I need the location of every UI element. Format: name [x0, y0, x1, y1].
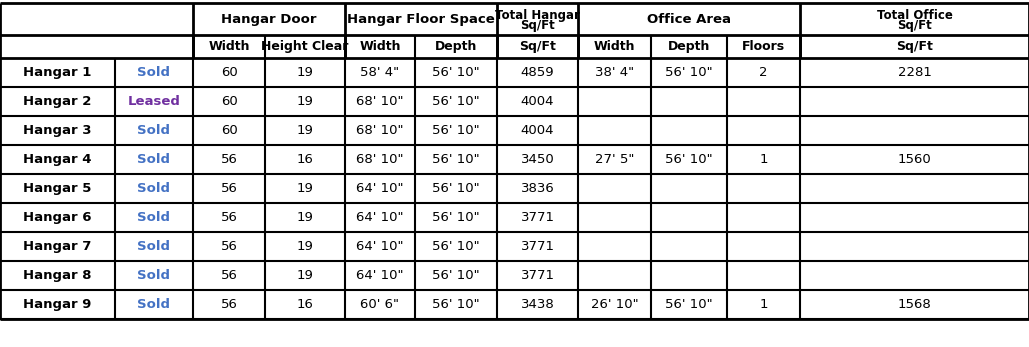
Text: 27' 5": 27' 5" [595, 153, 634, 166]
Text: 4859: 4859 [521, 66, 555, 79]
Text: Hangar 8: Hangar 8 [24, 269, 92, 282]
Text: Sold: Sold [138, 153, 171, 166]
Text: Floors: Floors [742, 40, 785, 53]
Text: 3438: 3438 [521, 298, 555, 311]
Text: Sold: Sold [138, 211, 171, 224]
Text: 1560: 1560 [897, 153, 931, 166]
Text: Leased: Leased [128, 95, 180, 108]
Text: 1568: 1568 [897, 298, 931, 311]
Text: Hangar 4: Hangar 4 [24, 153, 92, 166]
Text: 56: 56 [220, 269, 238, 282]
Text: 64' 10": 64' 10" [356, 182, 403, 195]
Text: 56' 10": 56' 10" [432, 240, 480, 253]
Text: 3771: 3771 [521, 269, 555, 282]
Text: 68' 10": 68' 10" [356, 95, 403, 108]
Text: 56: 56 [220, 182, 238, 195]
Text: Sold: Sold [138, 66, 171, 79]
Text: 56: 56 [220, 240, 238, 253]
Text: Sold: Sold [138, 298, 171, 311]
Text: 56' 10": 56' 10" [665, 298, 713, 311]
Text: Sq/Ft: Sq/Ft [519, 40, 556, 53]
Text: 60: 60 [220, 66, 238, 79]
Text: Width: Width [208, 40, 250, 53]
Text: Hangar 7: Hangar 7 [24, 240, 92, 253]
Text: 56' 10": 56' 10" [432, 269, 480, 282]
Text: Sq/Ft: Sq/Ft [897, 18, 932, 32]
Text: 68' 10": 68' 10" [356, 124, 403, 137]
Text: 1: 1 [759, 298, 768, 311]
Text: 56' 10": 56' 10" [432, 182, 480, 195]
Text: 1: 1 [759, 153, 768, 166]
Text: 3450: 3450 [521, 153, 555, 166]
Text: Hangar Floor Space: Hangar Floor Space [347, 12, 495, 25]
Text: 19: 19 [296, 95, 314, 108]
Text: Hangar 5: Hangar 5 [24, 182, 92, 195]
Text: 56' 10": 56' 10" [432, 66, 480, 79]
Text: 64' 10": 64' 10" [356, 211, 403, 224]
Text: Hangar 3: Hangar 3 [24, 124, 92, 137]
Text: 56' 10": 56' 10" [432, 211, 480, 224]
Text: Total Office: Total Office [877, 8, 953, 22]
Text: Sold: Sold [138, 269, 171, 282]
Text: 64' 10": 64' 10" [356, 240, 403, 253]
Text: 4004: 4004 [521, 124, 555, 137]
Text: Width: Width [594, 40, 635, 53]
Text: Office Area: Office Area [647, 12, 731, 25]
Text: 3836: 3836 [521, 182, 555, 195]
Text: Width: Width [359, 40, 400, 53]
Text: 19: 19 [296, 240, 314, 253]
Text: 19: 19 [296, 269, 314, 282]
Text: 56' 10": 56' 10" [665, 153, 713, 166]
Text: Hangar 9: Hangar 9 [24, 298, 92, 311]
Text: Total Hangar: Total Hangar [495, 8, 580, 22]
Text: 56' 10": 56' 10" [432, 298, 480, 311]
Text: Hangar 1: Hangar 1 [24, 66, 92, 79]
Text: 60: 60 [220, 95, 238, 108]
Text: Hangar Door: Hangar Door [221, 12, 317, 25]
Text: 64' 10": 64' 10" [356, 269, 403, 282]
Text: 56' 10": 56' 10" [432, 95, 480, 108]
Text: Depth: Depth [435, 40, 477, 53]
Text: 3771: 3771 [521, 211, 555, 224]
Text: 56' 10": 56' 10" [432, 153, 480, 166]
Text: Hangar 6: Hangar 6 [24, 211, 92, 224]
Text: Sq/Ft: Sq/Ft [896, 40, 933, 53]
Text: 19: 19 [296, 66, 314, 79]
Text: 56: 56 [220, 298, 238, 311]
Text: 60' 6": 60' 6" [360, 298, 399, 311]
Text: Sold: Sold [138, 240, 171, 253]
Text: 3771: 3771 [521, 240, 555, 253]
Text: Sold: Sold [138, 124, 171, 137]
Text: 19: 19 [296, 211, 314, 224]
Text: 68' 10": 68' 10" [356, 153, 403, 166]
Text: Depth: Depth [668, 40, 710, 53]
Text: 19: 19 [296, 182, 314, 195]
Text: 26' 10": 26' 10" [591, 298, 638, 311]
Text: Sq/Ft: Sq/Ft [520, 18, 555, 32]
Text: 16: 16 [296, 153, 314, 166]
Text: 56: 56 [220, 153, 238, 166]
Text: 2: 2 [759, 66, 768, 79]
Text: Height Clear: Height Clear [261, 40, 349, 53]
Text: Hangar 2: Hangar 2 [24, 95, 92, 108]
Text: 16: 16 [296, 298, 314, 311]
Text: 38' 4": 38' 4" [595, 66, 634, 79]
Text: 56: 56 [220, 211, 238, 224]
Text: Sold: Sold [138, 182, 171, 195]
Text: 56' 10": 56' 10" [432, 124, 480, 137]
Text: 60: 60 [220, 124, 238, 137]
Text: 58' 4": 58' 4" [360, 66, 399, 79]
Text: 4004: 4004 [521, 95, 555, 108]
Text: 2281: 2281 [897, 66, 931, 79]
Text: 56' 10": 56' 10" [665, 66, 713, 79]
Text: 19: 19 [296, 124, 314, 137]
